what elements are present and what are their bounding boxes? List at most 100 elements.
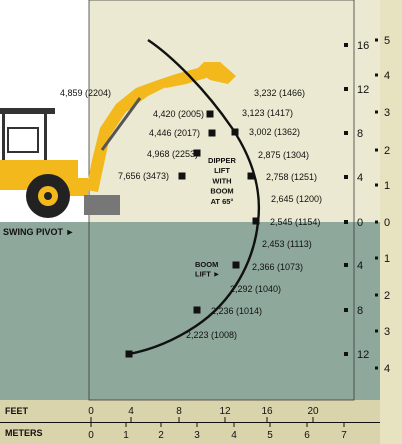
meters-axis-label: METERS (5, 428, 43, 438)
boom-lift-value: 2,366 (1073) (252, 262, 303, 272)
meter-scale-tick (375, 38, 378, 42)
backhoe-loader-silhouette (0, 62, 236, 218)
cab-seat (7, 127, 39, 153)
feet-scale-tick (344, 43, 348, 47)
feet-scale-label: 8 (357, 305, 363, 317)
swing-pivot-label: SWING PIVOT ► (3, 227, 74, 237)
boom-lift-note-line: BOOM (195, 260, 218, 269)
feet-scale-label: 12 (357, 84, 369, 96)
feet-axis-label: FEET (5, 406, 29, 416)
dipper-arm (158, 68, 214, 88)
meter-scale-tick (375, 148, 378, 152)
feet-tick-label: 8 (176, 406, 182, 417)
stabilizer-leg (84, 195, 120, 215)
meter-scale-label: 3 (384, 326, 390, 338)
meter-scale-label: 1 (384, 253, 390, 265)
bucket (196, 62, 236, 84)
meter-scale-tick (375, 220, 378, 224)
feet-tick-label: 16 (261, 406, 273, 417)
meter-tick-label: 2 (158, 430, 164, 441)
meter-scale-label: 1 (384, 180, 390, 192)
scale-divider (0, 422, 380, 423)
boom-lift-value: 2,645 (1200) (271, 194, 322, 204)
meter-scale-tick (375, 329, 378, 333)
boom-lift-point (125, 350, 133, 358)
cab-post-rear (2, 114, 5, 174)
dipper-lift-note-line: AT 65° (211, 197, 234, 206)
dipper-lift-note-line: LIFT (214, 166, 230, 175)
dipper-lift-value: 7,656 (3473) (118, 171, 169, 181)
lift-point-markers (125, 110, 260, 358)
boom-lift-value: 2,223 (1008) (186, 330, 237, 340)
feet-scale-label: 16 (357, 40, 369, 52)
meter-scale-tick (375, 183, 378, 187)
right-scale-strip (380, 0, 402, 444)
dipper-lift-value: 4,420 (2005) (153, 109, 204, 119)
meter-tick-label: 0 (88, 430, 94, 441)
meter-tick-label: 5 (267, 430, 273, 441)
boom-lift-point (247, 172, 255, 180)
boom-lift-value: 3,123 (1417) (242, 108, 293, 118)
boom-lift-value: 3,002 (1362) (249, 127, 300, 137)
meter-scale-label: 3 (384, 107, 390, 119)
dipper-lift-note-line: WITH (212, 176, 231, 185)
lift-point-labels: 4,859 (2204) 4,420 (2005) 4,446 (2017) 4,96… (60, 88, 322, 340)
feet-scale-label: 12 (357, 349, 369, 361)
boom-lift-point (252, 217, 260, 225)
meter-tick-label: 6 (304, 430, 310, 441)
boom-cylinder (100, 97, 142, 151)
dipper-lift-value: 4,446 (2017) (149, 128, 200, 138)
feet-tick-label: 12 (219, 406, 231, 417)
meter-scale-tick (375, 256, 378, 260)
boom-lift-value: 2,758 (1251) (266, 172, 317, 182)
wheel-axle (44, 192, 52, 200)
boom-lift-value: 2,292 (1040) (230, 284, 281, 294)
dipper-lift-point (206, 110, 214, 118)
meters-axis-ticks: 0 1 2 3 4 5 6 7 (88, 422, 347, 441)
cab-roof (0, 108, 55, 114)
meter-scale-label: 2 (384, 145, 390, 157)
feet-scale-tick (344, 308, 348, 312)
meter-scale-tick (375, 73, 378, 77)
meter-scale-tick (375, 293, 378, 297)
below-ground-area (0, 222, 402, 400)
boom-lift-value: 2,236 (1014) (211, 306, 262, 316)
dipper-lift-value: 4,859 (2204) (60, 88, 111, 98)
boom-lift-note-line: LIFT ► (195, 270, 220, 279)
feet-scale-label: 0 (357, 217, 363, 229)
feet-scale-label: 4 (357, 172, 363, 184)
dipper-lift-point (208, 129, 216, 137)
boom-lift-point (232, 261, 240, 269)
feet-scale-tick (344, 352, 348, 356)
feet-scale-tick (344, 263, 348, 267)
boom-lift-value: 3,232 (1466) (254, 88, 305, 98)
feet-tick-label: 0 (88, 406, 94, 417)
meter-scale-tick (375, 110, 378, 114)
meter-scale-label: 4 (384, 363, 390, 375)
meter-tick-label: 7 (341, 430, 347, 441)
meter-scale-label: 0 (384, 217, 390, 229)
meter-scale-tick (375, 366, 378, 370)
meter-scale-label: 2 (384, 290, 390, 302)
boom-lift-point (231, 128, 239, 136)
boom-lift-value: 2,545 (1154) (270, 217, 320, 227)
meter-tick-label: 4 (231, 430, 237, 441)
dipper-lift-value: 4,968 (2253) (147, 149, 198, 159)
feet-scale-label: 8 (357, 128, 363, 140)
feet-scale-tick (344, 220, 348, 224)
feet-scale-tick (344, 87, 348, 91)
feet-tick-label: 4 (128, 406, 134, 417)
boom-lift-point (193, 306, 201, 314)
feet-scale-label: 4 (357, 260, 363, 272)
meter-tick-label: 3 (194, 430, 200, 441)
feet-scale-tick (344, 131, 348, 135)
boom-lift-value: 2,453 (1113) (262, 239, 312, 249)
feet-scale-tick (344, 175, 348, 179)
dipper-lift-note-line: BOOM (210, 187, 233, 196)
dipper-lift-note-line: DIPPER (208, 156, 237, 165)
feet-axis-ticks: 0 4 8 12 16 20 (88, 406, 319, 422)
